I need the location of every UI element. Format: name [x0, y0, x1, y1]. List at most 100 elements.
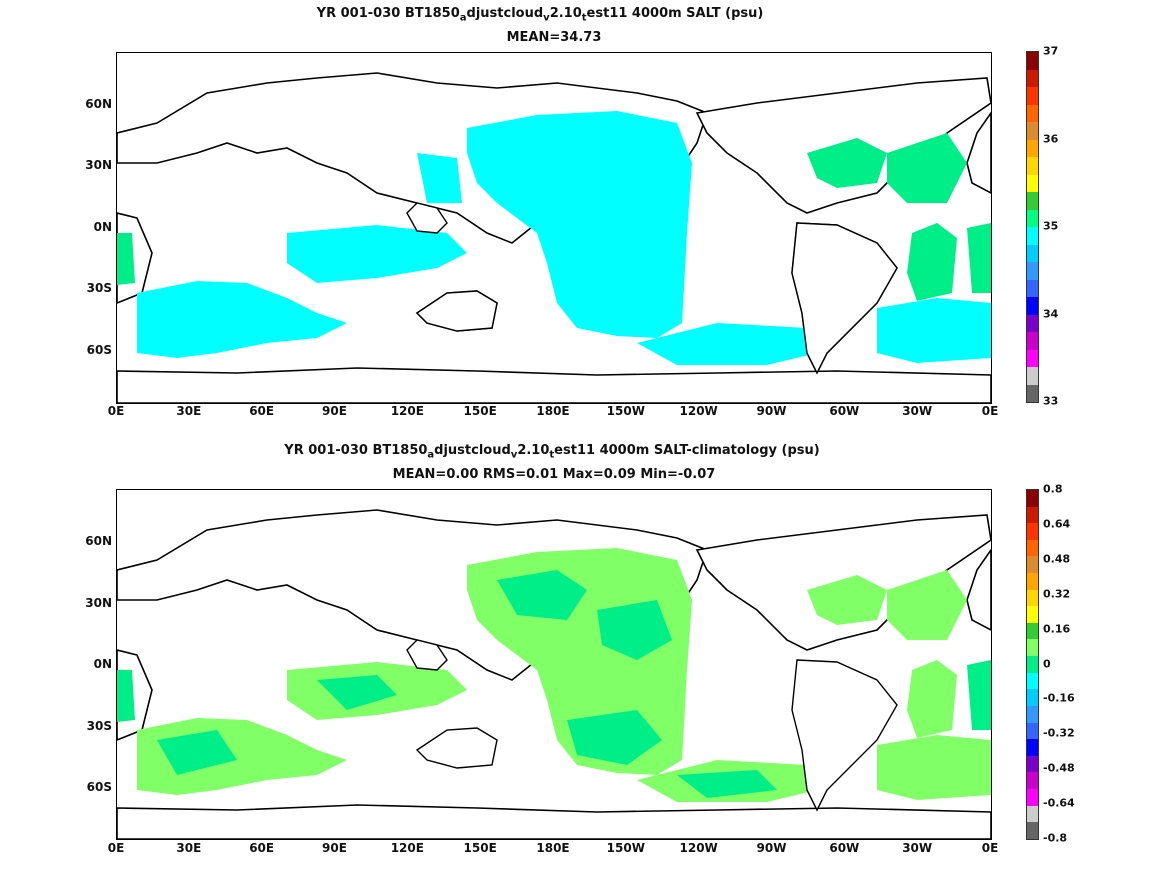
- panel2-colorbar-swatch: [1027, 822, 1038, 839]
- panel2-xtick: 90E: [322, 841, 347, 855]
- panel2-xtick: 150E: [463, 841, 497, 855]
- panel1-colorbar-swatch: [1027, 174, 1038, 192]
- panel2-title: YR 001-030 BT1850adjustcloudv2.10test11 …: [284, 443, 820, 461]
- panel2-colorbar-label: -0.8: [1043, 831, 1068, 845]
- panel1-colorbar-swatch: [1027, 192, 1038, 210]
- panel1-ytick: 60N: [85, 97, 112, 111]
- panel2-stats: MEAN=0.00 RMS=0.01 Max=0.09 Min=-0.07: [392, 467, 716, 482]
- panel2-colorbar-label: 0.64: [1043, 517, 1071, 531]
- panel2-xtick: 0E: [107, 841, 125, 855]
- panel2-xtick: 0E: [981, 841, 999, 855]
- panel2-colorbar-label: 0.16: [1043, 622, 1071, 636]
- panel2-ytick: 0N: [93, 657, 112, 671]
- panel2-colorbar-swatch: [1027, 539, 1038, 557]
- panel1-colorbar-swatch: [1027, 314, 1038, 332]
- panel2-map-svg: [117, 509, 991, 839]
- panel1-xtick: 150W: [606, 404, 645, 418]
- panel2-xtick: 30E: [176, 841, 202, 855]
- panel2-ytick: 60N: [85, 534, 112, 548]
- panel2-map: [116, 489, 992, 840]
- panel1-xtick: 150E: [463, 404, 497, 418]
- antarctica-outline: [117, 367, 991, 403]
- panel1-title: YR 001-030 BT1850adjustcloudv2.10test11 …: [316, 6, 764, 24]
- panel1-xtick: 0E: [981, 404, 999, 418]
- panel2-colorbar-label: -0.64: [1043, 796, 1075, 810]
- panel2-colorbar-swatch: [1027, 589, 1038, 607]
- panel2-colorbar-label: 0.48: [1043, 552, 1071, 566]
- panel2-xtick: 150W: [606, 841, 645, 855]
- panel1-colorbar-swatch: [1027, 367, 1038, 385]
- panel2-colorbar-swatch: [1027, 755, 1038, 773]
- panel2-xtick: 90W: [756, 841, 787, 855]
- panel2-colorbar: [1026, 489, 1039, 840]
- panel1-accent-fill: [117, 133, 991, 301]
- panel2-colorbar-swatch: [1027, 672, 1038, 690]
- panel1-xtick: 180E: [536, 404, 570, 418]
- panel2-ytick: 30S: [86, 719, 112, 733]
- panel2-xtick: 60W: [829, 841, 860, 855]
- panel2-colorbar-swatch: [1027, 805, 1038, 823]
- panel1-colorbar-swatch: [1027, 279, 1038, 297]
- panel2-colorbar-swatch: [1027, 639, 1038, 657]
- panel2-xtick: 30W: [902, 841, 933, 855]
- panel2-colorbar-swatch: [1027, 523, 1038, 540]
- panel1-colorbar-label: 35: [1043, 219, 1059, 233]
- panel2-colorbar-swatch: [1027, 772, 1038, 789]
- panel1-ytick: 30S: [86, 281, 112, 295]
- panel2-xtick: 180E: [536, 841, 570, 855]
- panel1-ytick: 30N: [85, 158, 112, 172]
- panel1-colorbar-swatch: [1027, 262, 1038, 280]
- panel1-colorbar-label: 37: [1043, 44, 1059, 58]
- panel2-colorbar-swatch: [1027, 722, 1038, 740]
- panel2-colorbar-swatch: [1027, 506, 1038, 524]
- panel1-map: [116, 52, 992, 404]
- panel1-colorbar-swatch: [1027, 104, 1038, 122]
- panel1-colorbar-swatch: [1027, 297, 1038, 315]
- panel1-ytick: 0N: [93, 220, 112, 234]
- panel1-colorbar-swatch: [1027, 139, 1038, 157]
- panel1-fill: [137, 111, 991, 365]
- panel2-colorbar-label: -0.16: [1043, 691, 1075, 705]
- panel2-ytick: 60S: [86, 780, 112, 794]
- panel2-xtick: 120E: [390, 841, 424, 855]
- panel1-xtick: 90E: [322, 404, 347, 418]
- europe-africa-east-outline: [966, 111, 991, 194]
- panel1-colorbar-swatch: [1027, 87, 1038, 105]
- panel1-map-svg: [117, 72, 991, 403]
- panel1-xtick: 120E: [390, 404, 424, 418]
- panel1-stats: MEAN=34.73: [506, 30, 602, 45]
- panel2-colorbar-label: -0.32: [1043, 726, 1075, 740]
- panel1-xtick: 60W: [829, 404, 860, 418]
- panel2-xtick: 120W: [679, 841, 718, 855]
- panel2-colorbar-swatch: [1027, 556, 1038, 574]
- panel2-colorbar-label: 0.8: [1043, 482, 1063, 496]
- panel2-colorbar-label: -0.48: [1043, 761, 1075, 775]
- panel1-colorbar: [1026, 51, 1039, 403]
- panel2-colorbar-swatch: [1027, 656, 1038, 673]
- panel1-colorbar-label: 34: [1043, 307, 1059, 320]
- panel2-colorbar-swatch: [1027, 705, 1038, 723]
- panel1-colorbar-swatch: [1027, 122, 1038, 140]
- panel1-xtick: 60E: [249, 404, 275, 418]
- panel1-colorbar-swatch: [1027, 157, 1038, 175]
- panel1-xtick: 0E: [107, 404, 125, 418]
- panel1-colorbar-swatch: [1027, 244, 1038, 262]
- panel1-colorbar-swatch: [1027, 332, 1038, 350]
- panel2-colorbar-swatch: [1027, 622, 1038, 640]
- panel1-colorbar-swatch: [1027, 384, 1038, 402]
- panel1-colorbar-swatch: [1027, 69, 1038, 87]
- panel1-colorbar-label: 36: [1043, 132, 1059, 145]
- panel2-colorbar-swatch: [1027, 490, 1038, 507]
- panel2-colorbar-swatch: [1027, 739, 1038, 756]
- panel2-xtick: 60E: [249, 841, 275, 855]
- panel1-ytick: 60S: [86, 343, 112, 357]
- panel2-colorbar-swatch: [1027, 573, 1038, 590]
- panel1-colorbar-swatch: [1027, 349, 1038, 367]
- panel2-colorbar-label: 0.32: [1043, 587, 1071, 601]
- panel2-ytick: 30N: [85, 596, 112, 610]
- panel2-colorbar-swatch: [1027, 788, 1038, 806]
- panel1-colorbar-swatch: [1027, 52, 1038, 70]
- panel1-colorbar-swatch: [1027, 209, 1038, 227]
- panel2-colorbar-swatch: [1027, 689, 1038, 706]
- panel2-accent-fill: [117, 570, 991, 798]
